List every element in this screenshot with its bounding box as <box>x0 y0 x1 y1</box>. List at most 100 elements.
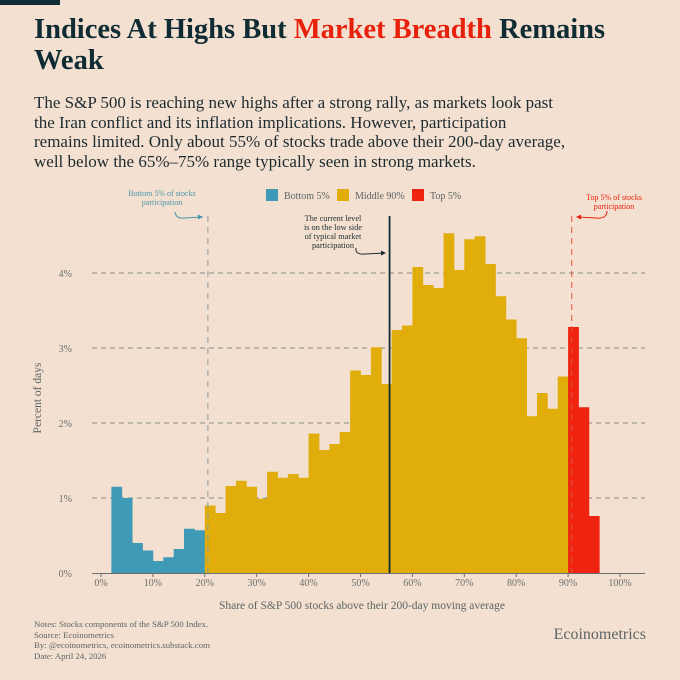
bar-middle-90- <box>547 408 559 573</box>
bar-middle-90- <box>298 477 309 573</box>
bar-middle-90- <box>287 474 299 573</box>
brand-logo-text: Ecoinometrics <box>553 626 646 643</box>
subtitle-line: the Iran conflict and its inflation impl… <box>34 112 507 132</box>
bar-top-5- <box>588 516 600 573</box>
bar-middle-90- <box>485 264 496 573</box>
bar-middle-90- <box>381 384 393 573</box>
title-part-1: Indices At Highs But <box>34 14 294 45</box>
y-tick-label: 1% <box>59 494 72 505</box>
bar-bottom-5- <box>152 561 164 573</box>
x-axis-title: Share of S&P 500 stocks above their 200-… <box>219 600 505 612</box>
top-5-annotation: Top 5% of stocks <box>586 193 642 202</box>
bar-middle-90- <box>308 433 320 573</box>
bar-middle-90- <box>422 285 434 573</box>
x-tick-label: 60% <box>403 578 421 589</box>
bar-middle-90- <box>256 498 268 573</box>
bar-top-5- <box>578 407 590 573</box>
footer-notes: Notes: Stocks components of the S&P 500 … <box>34 619 210 661</box>
current-level-annotation: is on the low side <box>304 223 362 232</box>
legend-swatch <box>266 189 278 201</box>
x-tick-label: 70% <box>455 578 473 589</box>
current-level-annotation: The current level <box>305 214 362 223</box>
bar-middle-90- <box>536 393 548 573</box>
bar-middle-90- <box>412 267 424 573</box>
subtitle: The S&P 500 is reaching new highs after … <box>34 93 654 171</box>
legend-label: Top 5% <box>430 191 461 202</box>
bottom-5-annotation: Bottom 5% of stocks <box>128 189 195 198</box>
current-level-arrowhead-icon <box>381 250 386 256</box>
bar-middle-90- <box>433 288 444 573</box>
x-tick-label: 20% <box>196 578 214 589</box>
bar-middle-90- <box>350 370 361 573</box>
bar-middle-90- <box>204 505 216 573</box>
bar-middle-90- <box>557 376 569 573</box>
bar-middle-90- <box>443 233 455 573</box>
bar-middle-90- <box>516 338 527 573</box>
bar-middle-90- <box>402 325 413 573</box>
title-line-2: Weak <box>34 45 104 76</box>
x-tick-label: 100% <box>608 578 631 589</box>
footer-source: Source: Ecoinometrics <box>34 629 114 640</box>
bar-bottom-5- <box>121 498 133 573</box>
footer-notes-line: Notes: Stocks components of the S&P 500 … <box>34 619 209 629</box>
title-part-2: Remains <box>491 14 606 45</box>
bar-middle-90- <box>318 450 330 573</box>
legend-swatch <box>412 189 424 201</box>
x-tick-label: 30% <box>248 578 266 589</box>
y-tick-label: 0% <box>59 569 72 580</box>
bar-bottom-5- <box>173 549 185 573</box>
bar-bottom-5- <box>111 486 123 573</box>
subtitle-line: The S&P 500 is reaching new highs after … <box>34 93 554 112</box>
current-level-annotation: of typical market <box>305 232 362 241</box>
bar-middle-90- <box>370 347 382 573</box>
current-level-annotation: participation <box>312 241 355 250</box>
subtitle-line: well below the 65%–75% range typically s… <box>34 151 476 171</box>
bar-middle-90- <box>474 236 486 573</box>
bar-bottom-5- <box>184 528 195 573</box>
bottom-5-arrow-icon <box>174 211 204 219</box>
bar-top-5- <box>568 327 579 573</box>
bar-middle-90- <box>505 319 517 573</box>
x-tick-label: 50% <box>351 578 369 589</box>
bar-middle-90- <box>526 416 538 573</box>
bar-middle-90- <box>495 296 507 573</box>
bar-bottom-5- <box>163 557 175 573</box>
bar-middle-90- <box>277 477 289 573</box>
bar-middle-90- <box>339 432 351 573</box>
top-5-arrowhead-icon <box>576 214 581 220</box>
bar-middle-90- <box>329 444 341 573</box>
bar-middle-90- <box>225 486 237 573</box>
x-tick-label: 0% <box>94 578 107 589</box>
subtitle-line: remains limited. Only about 55% of stock… <box>34 132 566 151</box>
bar-middle-90- <box>464 239 476 573</box>
footer-date: Date: April 24, 2026 <box>34 650 107 661</box>
y-tick-label: 4% <box>59 269 72 280</box>
title-highlight: Market Breadth <box>293 14 492 45</box>
bar-middle-90- <box>215 513 226 573</box>
legend-label: Bottom 5% <box>284 191 330 202</box>
bar-middle-90- <box>360 375 372 573</box>
x-tick-label: 10% <box>144 578 162 589</box>
top-5-annotation: participation <box>594 202 634 211</box>
bar-middle-90- <box>391 330 403 573</box>
current-level-arrow-icon <box>355 247 385 255</box>
legend-swatch <box>337 189 349 201</box>
x-tick-label: 90% <box>559 578 577 589</box>
y-tick-label: 2% <box>59 419 72 430</box>
top-accent-bar <box>0 0 60 5</box>
footer-by: By: @ecoinometrics, ecoinometrics.substa… <box>34 640 210 650</box>
bar-middle-90- <box>235 480 247 573</box>
y-axis-title: Percent of days <box>32 362 44 433</box>
top-5-arrow-icon <box>576 210 608 219</box>
bar-middle-90- <box>246 486 258 573</box>
bar-bottom-5- <box>142 550 154 573</box>
y-tick-label: 3% <box>59 344 72 355</box>
legend-label: Middle 90% <box>355 191 405 202</box>
x-tick-label: 80% <box>507 578 525 589</box>
bottom-5-arrowhead-icon <box>198 214 203 220</box>
x-tick-label: 40% <box>299 578 317 589</box>
bar-bottom-5- <box>132 543 143 573</box>
bar-middle-90- <box>267 471 278 573</box>
bar-bottom-5- <box>194 530 206 573</box>
